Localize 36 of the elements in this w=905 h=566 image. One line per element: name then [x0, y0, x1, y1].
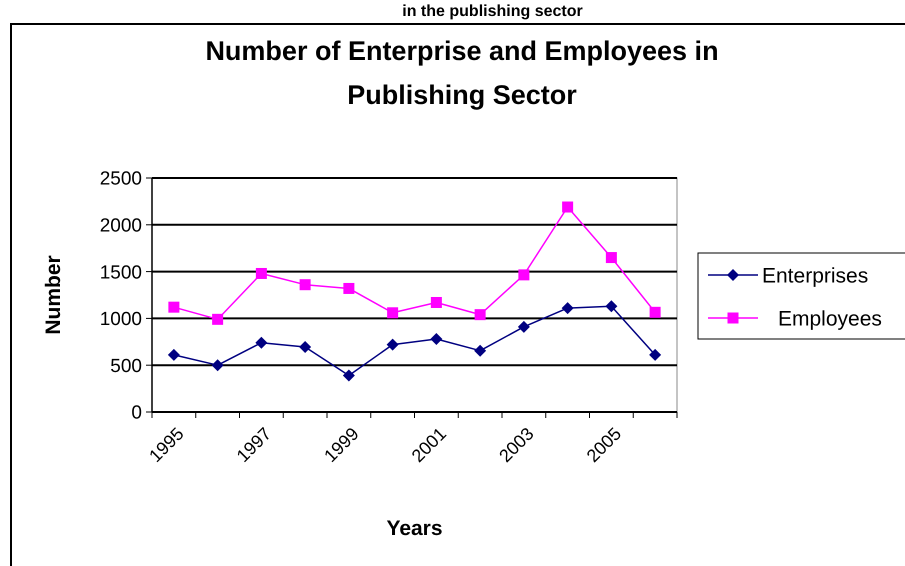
- x-axis-title: Years: [386, 517, 443, 540]
- point: [430, 296, 442, 308]
- point: [430, 332, 442, 345]
- point: [650, 306, 661, 318]
- point: [212, 314, 224, 325]
- point: [562, 302, 574, 314]
- point: [387, 307, 398, 318]
- y-tick-label: 1500: [100, 262, 142, 284]
- y-tick-label: 1000: [100, 309, 142, 330]
- point: [386, 338, 399, 351]
- point: [605, 300, 618, 312]
- y-tick-label: 2500: [100, 168, 142, 190]
- text: in the publishing sector: [402, 3, 583, 20]
- point: [168, 302, 180, 313]
- legend-label: Employees: [778, 307, 882, 330]
- chart-title: Number of Enterprise and Employees in Publishing Sector: [205, 36, 719, 110]
- point: [474, 344, 486, 357]
- point: [168, 348, 180, 361]
- point: [343, 282, 354, 294]
- point: [212, 359, 224, 372]
- point: [649, 348, 662, 361]
- y-tick-label: 2000: [100, 215, 142, 236]
- point: [606, 252, 617, 264]
- legend-label: Enterprises: [762, 264, 868, 288]
- y-axis-title: Number: [42, 255, 65, 335]
- point: [299, 340, 312, 353]
- point: [255, 336, 268, 349]
- point: [518, 269, 530, 280]
- point: [562, 202, 574, 213]
- point: [518, 320, 530, 333]
- point: [256, 268, 267, 279]
- y-tick-label: 500: [110, 356, 142, 377]
- point: [342, 369, 355, 382]
- point: [300, 279, 311, 290]
- point: [474, 309, 486, 320]
- y-tick-label: 0: [131, 402, 142, 424]
